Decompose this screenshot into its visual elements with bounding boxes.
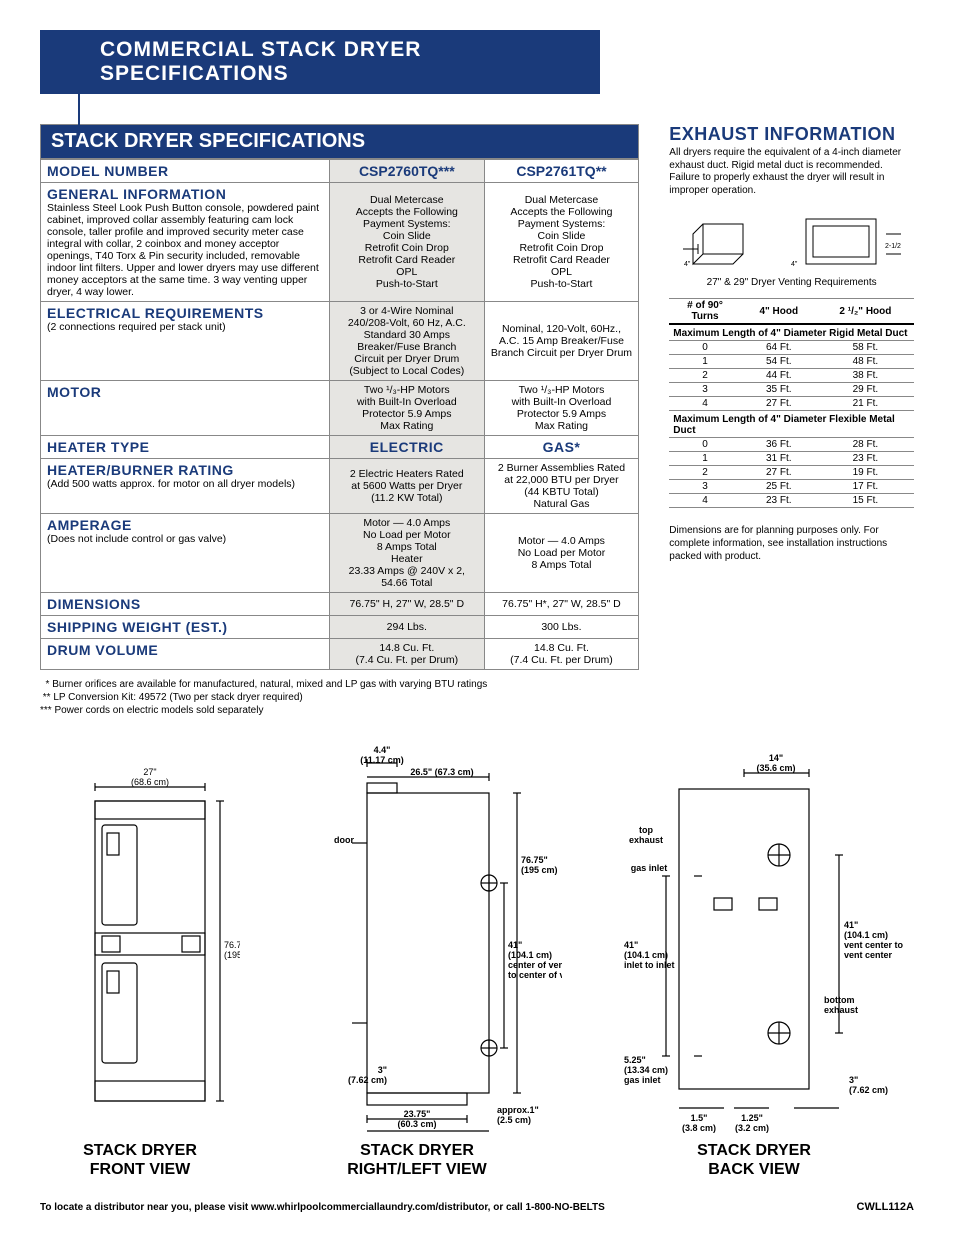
exhaust-title: EXHAUST INFORMATION: [669, 124, 914, 145]
svg-text:gas inlet: gas inlet: [631, 863, 668, 873]
footnotes: * Burner orifices are available for manu…: [40, 678, 639, 717]
vent-caption: 27" & 29" Dryer Venting Requirements: [669, 277, 914, 288]
diagram-side-label: STACK DRYERRIGHT/LEFT VIEW: [272, 1141, 562, 1179]
diagram-back: 14"(35.6 cm) topexhaust gas inlet 41"(10…: [594, 743, 914, 1179]
diagram-front: 27"(68.6 cm) 76.75"(195 cm) STACK DRYERF…: [40, 763, 240, 1179]
svg-text:2-1/2": 2-1/2": [885, 243, 901, 250]
vent-hood-diagram: 4" 2-1/2" 4": [669, 209, 914, 269]
svg-text:4": 4": [791, 261, 798, 268]
svg-text:3"(7.62 cm): 3"(7.62 cm): [849, 1075, 888, 1095]
col-model-label: MODEL NUMBER: [41, 160, 330, 183]
svg-text:76.75"(195 cm): 76.75"(195 cm): [521, 855, 558, 875]
footer: To locate a distributor near you, please…: [40, 1201, 914, 1213]
svg-text:1.5"(3.8 cm): 1.5"(3.8 cm): [682, 1113, 716, 1133]
svg-text:26.5" (67.3 cm): 26.5" (67.3 cm): [410, 767, 473, 777]
page-title-bar: COMMERCIAL STACK DRYER SPECIFICATIONS: [40, 30, 914, 94]
svg-text:approx.1"(2.5 cm): approx.1"(2.5 cm): [497, 1105, 539, 1125]
spec-table-title: STACK DRYER SPECIFICATIONS: [40, 124, 639, 159]
d1-h: 76.75"(195 cm): [224, 940, 240, 960]
diagram-front-label: STACK DRYERFRONT VIEW: [40, 1141, 240, 1179]
svg-text:door: door: [334, 835, 354, 845]
col-model-1: CSP2760TQ***: [329, 160, 484, 183]
diagrams-row: 27"(68.6 cm) 76.75"(195 cm) STACK DRYERF…: [40, 743, 914, 1179]
svg-text:4.4"(11.17 cm): 4.4"(11.17 cm): [360, 745, 404, 765]
exhaust-intro: All dryers require the equivalent of a 4…: [669, 147, 914, 197]
svg-text:41"(104.1 cm)center of ventto: 41"(104.1 cm)center of ventto center of …: [508, 940, 562, 980]
footer-locator: To locate a distributor near you, please…: [40, 1202, 605, 1213]
svg-text:41"(104.1 cm)inlet to inlet: 41"(104.1 cm)inlet to inlet: [624, 940, 675, 970]
spec-table: MODEL NUMBER CSP2760TQ*** CSP2761TQ** GE…: [40, 159, 639, 670]
svg-text:14"(35.6 cm): 14"(35.6 cm): [756, 753, 795, 773]
svg-text:1.25"(3.2 cm): 1.25"(3.2 cm): [735, 1113, 769, 1133]
svg-text:23.75"(60.3 cm): 23.75"(60.3 cm): [397, 1109, 436, 1129]
svg-text:bottomexhaust: bottomexhaust: [824, 995, 858, 1015]
diagram-side: 4.4"(11.17 cm) 26.5" (67.3 cm) door 76.7…: [272, 743, 562, 1179]
vent-table: # of 90°Turns4" Hood2 ¹/₂" Hood Maximum …: [669, 298, 914, 508]
page-title: COMMERCIAL STACK DRYER SPECIFICATIONS: [40, 30, 600, 94]
svg-text:topexhaust: topexhaust: [629, 825, 663, 845]
footer-code: CWLL112A: [857, 1201, 914, 1213]
svg-text:4": 4": [684, 261, 691, 268]
svg-text:5.25"(13.34 cm)gas inlet: 5.25"(13.34 cm)gas inlet: [624, 1055, 668, 1085]
col-model-2: CSP2761TQ**: [484, 160, 639, 183]
exhaust-note: Dimensions are for planning purposes onl…: [669, 524, 914, 563]
diagram-back-label: STACK DRYERBACK VIEW: [594, 1141, 914, 1179]
title-accent: [78, 65, 92, 125]
svg-text:41"(104.1 cm)vent center toven: 41"(104.1 cm)vent center tovent center: [844, 920, 904, 960]
d1-w: 27"(68.6 cm): [131, 767, 169, 787]
